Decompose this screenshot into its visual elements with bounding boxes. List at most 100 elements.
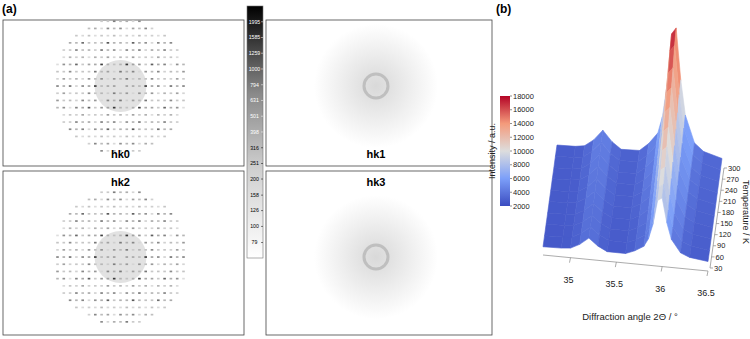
diffraction-spot: [144, 35, 147, 37]
surface-patch: [548, 201, 568, 214]
diffraction-spot: [163, 92, 166, 94]
surface-patch: [618, 161, 638, 174]
diffraction-spot: [113, 206, 116, 208]
diffuse-scattering: [314, 24, 438, 148]
diffraction-spot: [170, 49, 173, 51]
diffuse-ring: [364, 245, 388, 269]
diffraction-spot: [75, 100, 78, 102]
diffraction-spot: [138, 35, 141, 37]
colorbar-tick: [261, 147, 263, 148]
diffraction-spot: [63, 278, 66, 280]
diffraction-spot: [151, 143, 154, 145]
diffraction-spot: [163, 307, 166, 309]
diffraction-spot: [119, 71, 122, 73]
x-axis-title: Diffraction angle 2Θ / °: [582, 311, 678, 322]
diffraction-spot: [100, 20, 103, 22]
diffraction-spot: [75, 256, 78, 258]
diffraction-spot: [81, 206, 84, 208]
diffraction-spot: [126, 92, 129, 94]
diffraction-spot: [56, 235, 59, 237]
diffraction-spot: [100, 213, 103, 215]
diffraction-spot: [138, 278, 141, 280]
diffraction-spot: [119, 206, 122, 208]
diffraction-spot: [138, 150, 141, 152]
diffraction-spot: [75, 271, 78, 273]
diffraction-spot: [100, 56, 103, 58]
diffraction-spot: [63, 64, 66, 66]
diffraction-spot: [94, 64, 97, 66]
diffraction-spot: [81, 56, 84, 58]
diffraction-spot: [56, 107, 59, 109]
diffraction-spot: [163, 114, 166, 116]
diffraction-spot: [94, 92, 97, 94]
diffraction-spot: [157, 278, 160, 280]
diffraction-spot: [63, 56, 66, 58]
diffraction-spot: [113, 20, 116, 22]
diffraction-spot: [107, 71, 110, 73]
surface-patch: [610, 218, 630, 231]
diffraction-spot: [75, 35, 78, 37]
diffraction-spot: [81, 299, 84, 301]
diffraction-spot: [132, 71, 135, 73]
x-axis-line: [543, 255, 708, 271]
diffraction-spot: [113, 56, 116, 58]
diffraction-spot: [132, 20, 135, 22]
diffraction-spot: [81, 292, 84, 294]
diffraction-spot: [138, 227, 141, 229]
diffraction-spot: [88, 107, 91, 109]
diffraction-spot: [132, 49, 135, 51]
diffraction-spot: [69, 107, 72, 109]
diffraction-spot: [157, 271, 160, 273]
diffraction-spot: [88, 206, 91, 208]
diffraction-spot: [170, 213, 173, 215]
diffraction-spot: [163, 128, 166, 130]
colorbar: [247, 6, 263, 258]
diffraction-spot: [151, 299, 154, 301]
colorbar-tick-label: 1585: [249, 34, 261, 40]
diffraction-spot: [75, 263, 78, 265]
diffraction-spot: [63, 227, 66, 229]
diffraction-spot: [151, 136, 154, 138]
diffraction-spot: [81, 35, 84, 37]
diffraction-spot: [69, 114, 72, 116]
diffraction-spot: [81, 64, 84, 66]
diffraction-spot: [151, 220, 154, 222]
diffraction-spot: [144, 64, 147, 66]
diffraction-spot: [163, 292, 166, 294]
diffraction-spot: [176, 92, 179, 94]
diffraction-spot: [151, 56, 154, 58]
diffraction-spot: [119, 278, 122, 280]
diffraction-spot: [107, 20, 110, 22]
diffraction-spot: [75, 242, 78, 244]
diffraction-spot: [88, 136, 91, 138]
diffraction-spot: [151, 242, 154, 244]
diffraction-spot: [157, 100, 160, 102]
diffraction-spot: [94, 227, 97, 229]
diffraction-spot: [94, 49, 97, 51]
diffraction-spot: [132, 285, 135, 287]
diffraction-spot: [144, 114, 147, 116]
diffraction-spot: [151, 49, 154, 51]
diffraction-spot: [81, 249, 84, 251]
diffraction-spot: [63, 242, 66, 244]
diffraction-spot: [157, 78, 160, 80]
y-tick: [713, 245, 716, 246]
diffraction-spot: [144, 199, 147, 201]
diffraction-spot: [138, 299, 141, 301]
diffraction-spot: [176, 235, 179, 237]
diffraction-spot: [113, 242, 116, 244]
colorbar-tick-label: 1995: [249, 19, 261, 25]
diffraction-spot: [144, 307, 147, 309]
diffraction-spot: [75, 278, 78, 280]
colorbar-tick: [261, 210, 263, 211]
diffraction-spot: [81, 49, 84, 51]
diffraction-spot: [119, 114, 122, 116]
diffraction-spot: [100, 263, 103, 265]
diffraction-spot: [100, 199, 103, 201]
colorbar-tick: [510, 137, 512, 138]
diffraction-spot: [88, 100, 91, 102]
diffraction-spot: [63, 271, 66, 273]
diffraction-spot: [126, 107, 129, 109]
diffraction-spot: [56, 256, 59, 258]
diffraction-spot: [157, 64, 160, 66]
